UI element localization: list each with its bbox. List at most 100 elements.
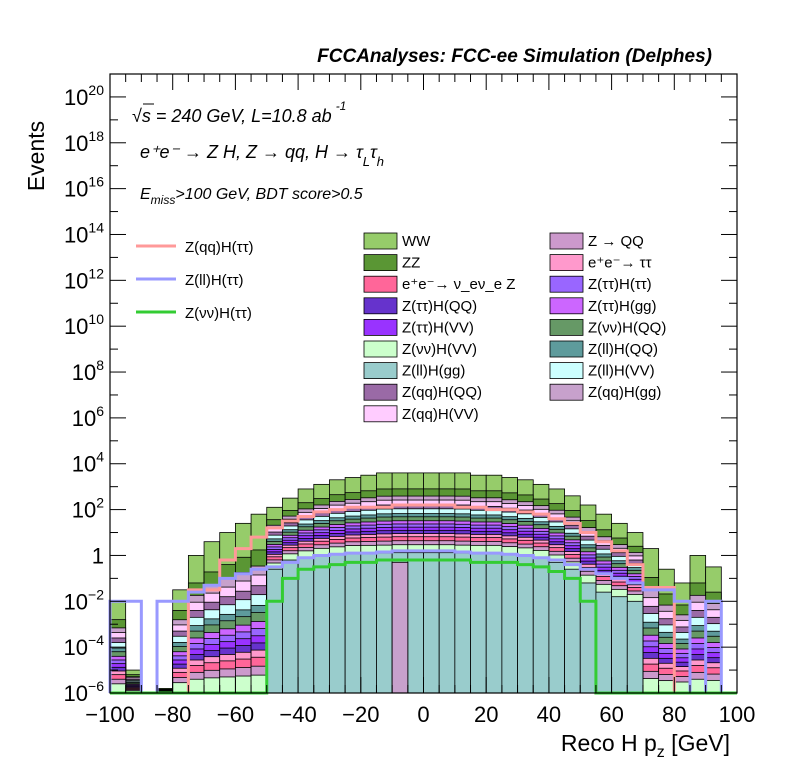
bar-z-ll-h-gg: [424, 553, 440, 693]
bar-z-h-vv: [674, 682, 690, 693]
bar-z-h-vv: [706, 680, 722, 693]
legend-label: Z(ll)H(ττ): [185, 272, 244, 289]
bar-z-ll-h-gg: [596, 592, 612, 693]
legend-label: Z(qq)H(QQ): [402, 384, 482, 401]
legend-swatch-z-h-gg: [550, 298, 583, 314]
y-tick-label: 108: [72, 357, 104, 385]
bar-z-h-vv: [173, 683, 189, 693]
legend-swatch-z-h-vv: [364, 341, 397, 357]
y-tick-label: 1010: [64, 311, 104, 339]
bar-z-h-vv: [643, 679, 659, 693]
y-tick-label: 104: [72, 449, 104, 477]
bar-z-ll-h-gg: [518, 555, 534, 693]
legend-label: e⁺e⁻→ ττ: [588, 255, 652, 272]
legend-label: Z(ττ)H(QQ): [402, 298, 477, 315]
legend-label: Z(qq)H(gg): [588, 384, 661, 401]
bar-z-ll-h-gg: [267, 569, 283, 693]
bar-z-ll-h-gg: [361, 553, 377, 693]
y-tick-label: 1: [92, 543, 104, 568]
legend-label: WW: [402, 233, 431, 250]
legend-swatch-z-h-vv: [364, 319, 397, 335]
bar-z-ll-h-gg: [549, 562, 565, 693]
y-tick-label: 1018: [64, 128, 104, 156]
bar-z-h-vv: [188, 679, 204, 693]
bar-z-h-vv: [235, 676, 251, 693]
bar-z-ll-h-gg: [533, 558, 549, 693]
bar-z-h-vv: [220, 677, 236, 693]
y-tick-label: 1014: [64, 219, 104, 247]
legend-swatch-z-h: [550, 276, 583, 292]
x-tick-label: 20: [474, 702, 498, 727]
bar-z-ll-h-gg: [439, 553, 455, 693]
x-tick-label: −100: [85, 702, 135, 727]
bar-z-ll-h-gg: [376, 553, 392, 693]
bar-z-ll-h-gg: [580, 583, 596, 693]
x-tick-label: −40: [279, 702, 316, 727]
bar-z-ll-h-gg: [408, 553, 424, 693]
x-tick-label: 60: [599, 702, 623, 727]
legend-label: Z(ττ)H(ττ): [588, 276, 652, 293]
legend-swatch-z-h-qq: [364, 298, 397, 314]
legend-swatch-e-e: [550, 255, 583, 271]
bar-z-ll-h-gg: [565, 569, 581, 693]
legend-swatch-ww: [364, 233, 397, 249]
legend-label: Z(ττ)H(gg): [588, 298, 657, 315]
plot-annotations: √s = 240 GeV, L=10.8 ab-1 e⁺e⁻ → Z H, Z →…: [132, 99, 384, 207]
bar-z-ll-h-gg: [471, 553, 487, 693]
bar-z-ll-h-gg: [502, 554, 518, 693]
legend-label: Z(qq)H(VV): [402, 406, 479, 423]
legend-swatch-z-ll-h-qq: [550, 341, 583, 357]
bar-z-ll-h-gg: [486, 553, 502, 693]
legend-swatch-z-qq-h-qq: [364, 384, 397, 400]
x-tick-labels: −100 −80 −60 −40 −20 0 20 40 60 80 100: [85, 702, 755, 727]
legend-label: ZZ: [402, 255, 420, 272]
y-tick-label: 102: [72, 495, 104, 523]
legend-swatch-z-qq: [550, 233, 583, 249]
chart-title: FCCAnalyses: FCC-ee Simulation (Delphes): [317, 46, 712, 67]
bar-z-ll-h-gg: [627, 601, 643, 693]
bar-z-ll-h-gg: [298, 558, 314, 693]
legend-label: Z(νν)H(ττ): [185, 305, 252, 322]
bar-z-ll-h-gg: [329, 554, 345, 693]
bar-z-ll-h-gg: [612, 597, 628, 693]
x-tick-label: 100: [719, 702, 756, 727]
y-tick-label: 10−4: [64, 632, 105, 660]
legend-swatch-z-qq-h-gg: [550, 384, 583, 400]
x-axis-label: Reco H pz [GeV]: [561, 730, 730, 761]
y-tick-label: 1016: [64, 174, 104, 202]
legend-label: Z(ll)H(VV): [588, 363, 655, 380]
y-tick-label: 1012: [64, 265, 104, 293]
x-tick-label: −60: [217, 702, 254, 727]
legend-label: Z(νν)H(QQ): [588, 319, 666, 336]
legend-swatch-z-ll-h-gg: [364, 363, 397, 379]
legend-swatch-zz: [364, 255, 397, 271]
legend-label: Z(qq)H(ττ): [185, 239, 254, 256]
x-tick-label: −80: [154, 702, 191, 727]
x-tick-label: 40: [537, 702, 561, 727]
legend-label: Z(ll)H(gg): [402, 363, 465, 380]
annotation-process: e⁺e⁻ → Z H, Z → qq, H → τLτh: [140, 142, 384, 169]
y-tick-label: 10−2: [64, 586, 105, 614]
legend-swatch-z-h-qq: [550, 319, 583, 335]
y-tick-labels: 10−610−410−21102104106108101010121014101…: [64, 82, 105, 706]
x-tick-label: 80: [662, 702, 686, 727]
annotation-cut: Emiss>100 GeV, BDT score>0.5: [140, 186, 363, 207]
x-tick-label: 0: [417, 702, 429, 727]
annotation-energy: √s = 240 GeV, L=10.8 ab-1: [132, 99, 346, 126]
legend-signals: Z(qq)H(ττ) Z(ll)H(ττ) Z(νν)H(ττ): [136, 239, 254, 322]
bar-z-h-vv: [251, 675, 267, 693]
legend-label: e⁺e⁻→ ν_eν_e Z: [402, 276, 515, 293]
x-tick-label: −20: [342, 702, 379, 727]
legend-label: Z → QQ: [588, 233, 644, 250]
bar-z-h-vv: [690, 679, 706, 693]
legend-label: Z(νν)H(VV): [402, 341, 477, 358]
bar-spike: [392, 562, 408, 693]
bar-z-ll-h-gg: [455, 553, 471, 693]
legend-swatch-e-e-e-e-z: [364, 276, 397, 292]
bar-z-h-vv: [204, 678, 220, 693]
bar-z-ll-h-gg: [282, 560, 298, 693]
legend-swatch-z-qq-h-vv: [364, 406, 397, 422]
